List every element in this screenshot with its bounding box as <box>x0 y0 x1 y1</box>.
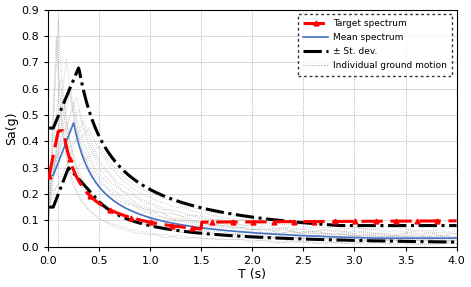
X-axis label: T (s): T (s) <box>238 268 266 282</box>
Y-axis label: Sa(g): Sa(g) <box>6 111 18 145</box>
Legend: Target spectrum, Mean spectrum, ± St. dev., Individual ground motion: Target spectrum, Mean spectrum, ± St. de… <box>298 14 452 76</box>
